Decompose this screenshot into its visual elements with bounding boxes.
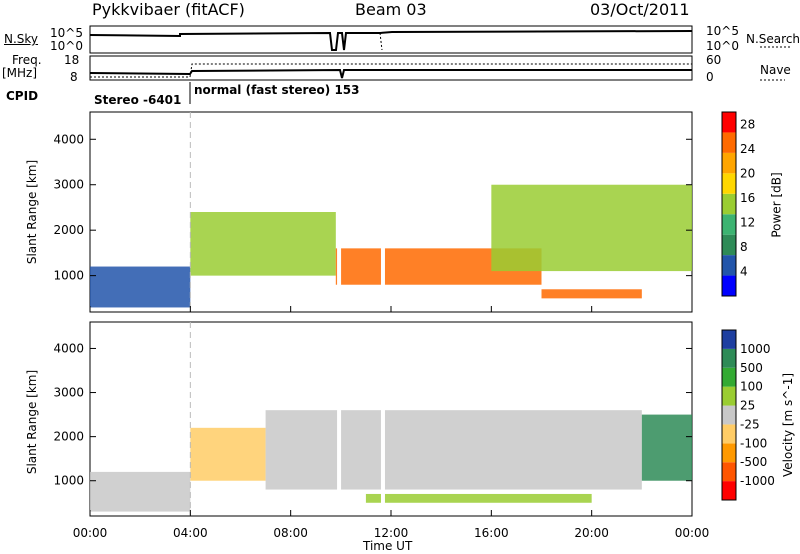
nsky-label: N.Sky bbox=[4, 32, 39, 46]
data-region bbox=[90, 471, 191, 512]
colorbar-swatch bbox=[722, 193, 736, 215]
data-region bbox=[365, 493, 592, 503]
freq-tick-bottom: 8 bbox=[70, 70, 78, 84]
data-gap bbox=[337, 323, 342, 515]
data-region bbox=[265, 410, 642, 490]
data-gap bbox=[380, 113, 385, 311]
nave-tick-top: 60 bbox=[706, 53, 722, 67]
date-label: 03/Oct/2011 bbox=[590, 0, 690, 19]
freq-tick-top: 18 bbox=[64, 53, 80, 67]
x-axis-label: Time UT bbox=[363, 539, 413, 553]
data-region bbox=[641, 414, 692, 481]
nave-label: Nave bbox=[760, 63, 791, 77]
colorbar-tick-label: -25 bbox=[740, 417, 760, 431]
colorbar-tick-label: 500 bbox=[740, 361, 763, 375]
colorbar-tick-label: 4 bbox=[740, 264, 748, 278]
colorbar-swatch bbox=[722, 173, 736, 194]
colorbar-tick-label: 100 bbox=[740, 380, 763, 394]
y-tick-label: 1000 bbox=[53, 474, 84, 488]
colorbar-swatch bbox=[722, 214, 736, 235]
colorbar-swatch bbox=[722, 234, 736, 256]
x-tick-label: 04:00 bbox=[173, 526, 208, 540]
colorbar-swatch bbox=[722, 405, 736, 425]
velocity-panel: 1000 2000 3000 4000 1000 500 100 25 -25 -100 -500 -… bbox=[53, 321, 775, 517]
freq-trace bbox=[89, 68, 692, 79]
freq-panel-frame bbox=[89, 55, 693, 81]
nsky-tick-top: 10^5 bbox=[50, 26, 83, 40]
colorbar-swatch bbox=[722, 255, 736, 276]
beam-label: Beam 03 bbox=[355, 0, 427, 19]
cpid-segment-2: normal (fast stereo) 153 bbox=[194, 83, 360, 97]
colorbar-tick-label: 12 bbox=[740, 215, 755, 229]
x-tick-label: 20:00 bbox=[574, 526, 609, 540]
colorbar-tick-label: -500 bbox=[740, 455, 767, 469]
data-region bbox=[190, 212, 336, 276]
colorbar-swatch bbox=[722, 132, 736, 153]
colorbar-tick-label: 1000 bbox=[740, 342, 771, 356]
freq-unit: [MHz] bbox=[2, 66, 38, 80]
y-tick-label: 2000 bbox=[53, 430, 84, 444]
nsky-trace bbox=[89, 30, 693, 51]
data-gap bbox=[337, 113, 342, 311]
x-tick-label: 12:00 bbox=[374, 526, 409, 540]
colorbar-swatch bbox=[722, 152, 736, 174]
data-region bbox=[541, 289, 642, 299]
nave-tick-bottom: 0 bbox=[706, 70, 714, 84]
x-tick-label: 00:00 bbox=[675, 526, 710, 540]
y-tick-label: 2000 bbox=[53, 223, 84, 237]
colorbar-tick-label: -100 bbox=[740, 436, 767, 450]
colorbar-tick-label: 16 bbox=[740, 191, 755, 205]
freq-label: Freq. bbox=[12, 53, 42, 67]
colorbar-swatch bbox=[722, 443, 736, 463]
data-region bbox=[190, 427, 266, 481]
colorbar-swatch bbox=[722, 348, 736, 368]
power-panel: 1000 2000 3000 4000 4 8 12 16 20 24 28 bbox=[53, 111, 755, 313]
data-gap bbox=[380, 323, 385, 515]
colorbar-tick-label: 8 bbox=[740, 240, 748, 254]
colorbar-swatch bbox=[722, 330, 736, 349]
nsearch-label: N.Search bbox=[746, 32, 800, 46]
colorbar-swatch bbox=[722, 386, 736, 406]
y-tick-label: 1000 bbox=[53, 269, 84, 283]
colorbar-tick-label: -1000 bbox=[740, 474, 775, 488]
colorbar-swatch bbox=[722, 367, 736, 387]
nsky-panel-frame bbox=[89, 25, 693, 54]
colorbar-frame bbox=[721, 329, 737, 501]
colorbar-frame bbox=[721, 111, 737, 297]
colorbar-swatch bbox=[722, 112, 736, 133]
nsearch-trace bbox=[379, 32, 383, 51]
data-region bbox=[491, 184, 692, 272]
x-tick-label: 16:00 bbox=[474, 526, 509, 540]
y-tick-label: 3000 bbox=[53, 386, 84, 400]
nsearch-tick-top: 10^5 bbox=[706, 24, 739, 38]
colorbar-tick-label: 20 bbox=[740, 166, 755, 180]
x-axis-ticks: 00:00 04:00 08:00 12:00 16:00 20:00 00:00 bbox=[73, 306, 710, 540]
nsky-tick-bottom: 10^0 bbox=[50, 39, 83, 53]
y-tick-label: 4000 bbox=[53, 341, 84, 355]
y-tick-label: 4000 bbox=[53, 132, 84, 146]
colorbar-tick-label: 25 bbox=[740, 399, 755, 413]
colorbar-tick-label: 24 bbox=[740, 142, 755, 156]
colorbar-swatch bbox=[722, 462, 736, 482]
cpid-segment-1: Stereo -6401 bbox=[94, 93, 182, 107]
radar-title: Pykkvibaer (fitACF) bbox=[92, 0, 245, 19]
nsearch-tick-bottom: 10^0 bbox=[706, 39, 739, 53]
colorbar-tick-label: 28 bbox=[740, 117, 755, 131]
colorbar-swatch bbox=[722, 481, 736, 500]
cpid-label: CPID bbox=[6, 89, 39, 103]
x-tick-label: 00:00 bbox=[73, 526, 108, 540]
data-region bbox=[90, 266, 191, 308]
colorbar-swatch bbox=[722, 424, 736, 444]
x-tick-label: 08:00 bbox=[273, 526, 308, 540]
colorbar-swatch bbox=[722, 275, 736, 296]
nave-trace bbox=[90, 63, 692, 78]
y-tick-label: 3000 bbox=[53, 178, 84, 192]
